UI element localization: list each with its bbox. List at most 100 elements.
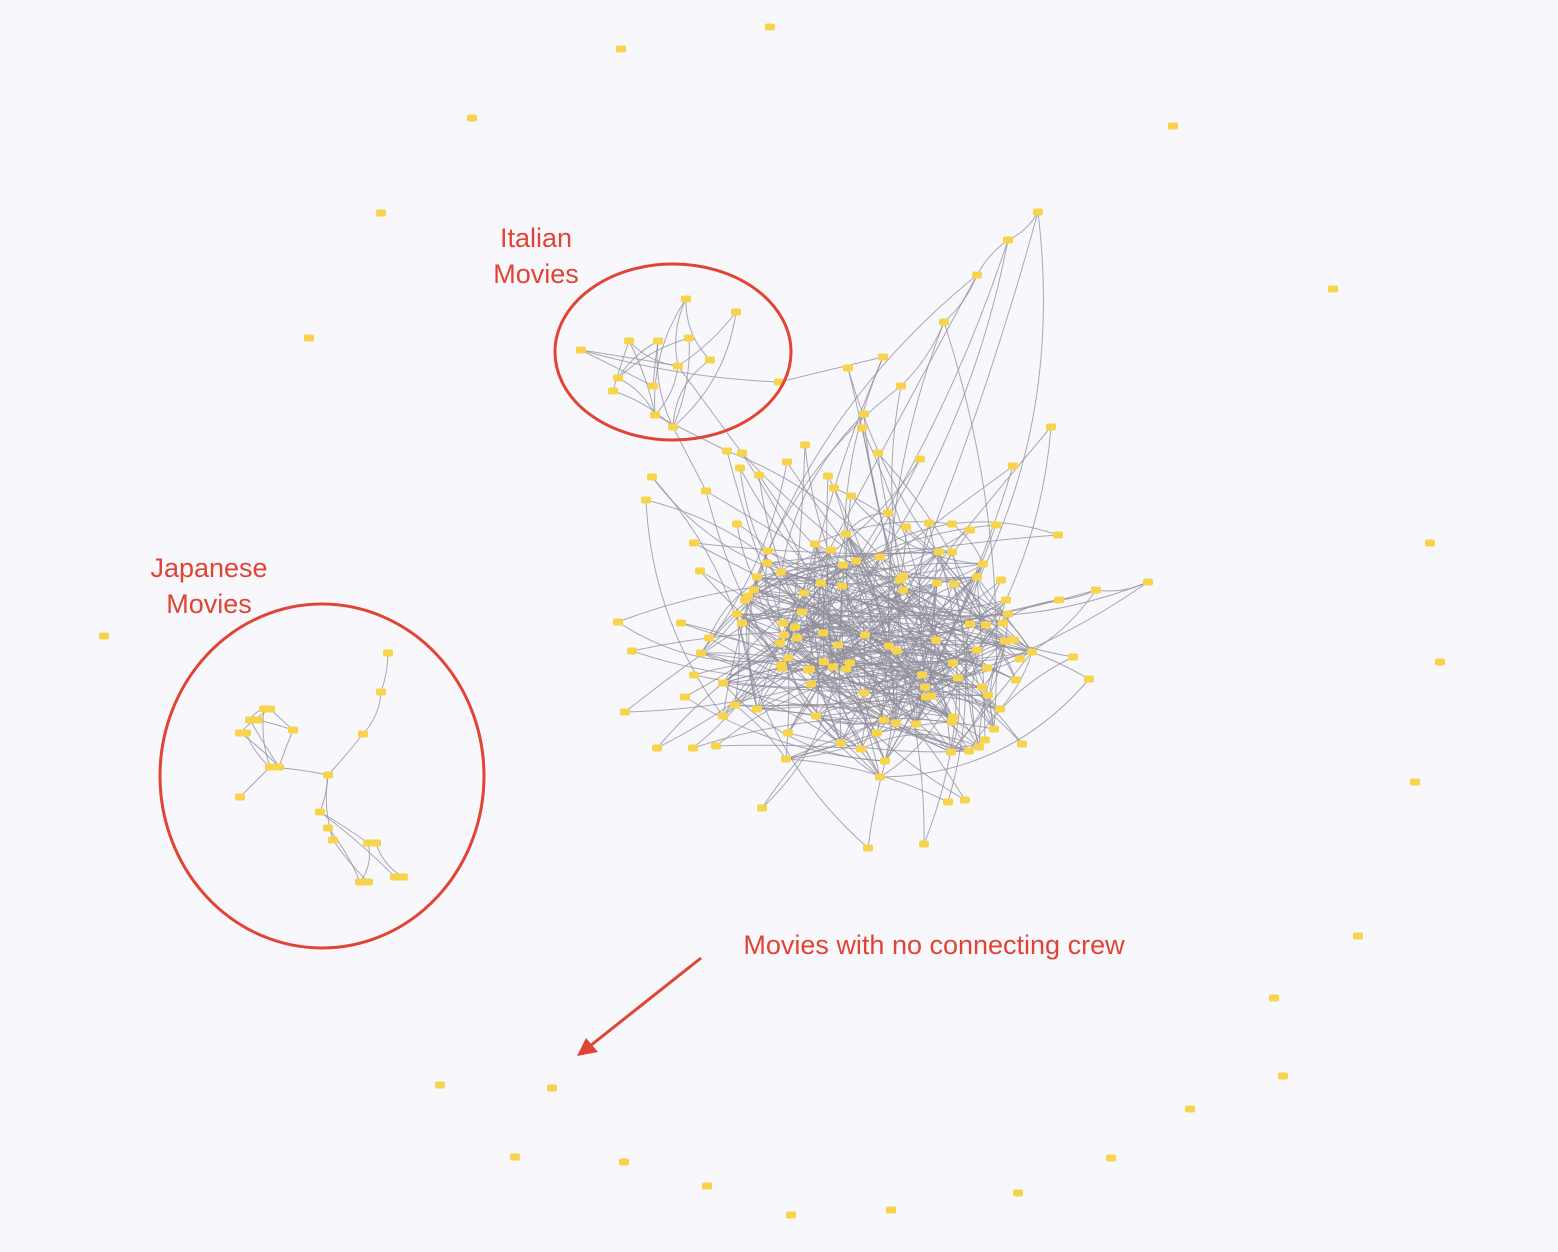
japanese-movie-node[interactable] (363, 878, 373, 886)
isolated-movie-node[interactable] (376, 209, 386, 217)
central-movie-node[interactable] (949, 580, 959, 588)
isolated-movie-node[interactable] (1278, 1072, 1288, 1080)
japanese-movie-node[interactable] (398, 873, 408, 881)
isolated-movie-node[interactable] (1410, 778, 1420, 786)
isolated-movie-node[interactable] (886, 1206, 896, 1214)
central-movie-node[interactable] (647, 473, 657, 481)
central-movie-node[interactable] (892, 647, 902, 655)
central-movie-node[interactable] (752, 705, 762, 713)
isolated-movie-node[interactable] (510, 1153, 520, 1161)
central-movie-node[interactable] (972, 573, 982, 581)
isolated-movie-node[interactable] (99, 632, 109, 640)
central-movie-node[interactable] (898, 572, 908, 580)
central-movie-node[interactable] (1054, 596, 1064, 604)
central-movie-node[interactable] (811, 712, 821, 720)
isolated-movie-node[interactable] (467, 114, 477, 122)
japanese-movie-node[interactable] (376, 688, 386, 696)
japanese-movie-node[interactable] (383, 649, 393, 657)
central-movie-node[interactable] (1053, 531, 1063, 539)
central-movie-node[interactable] (680, 693, 690, 701)
japanese-movie-node[interactable] (371, 839, 381, 847)
central-movie-node[interactable] (1017, 740, 1027, 748)
central-movie-node[interactable] (695, 567, 705, 575)
central-movie-node[interactable] (983, 691, 993, 699)
central-movie-node[interactable] (1009, 636, 1019, 644)
central-movie-node[interactable] (1027, 648, 1037, 656)
central-movie-node[interactable] (948, 659, 958, 667)
isolated-movie-node[interactable] (619, 1158, 629, 1166)
central-movie-node[interactable] (613, 618, 623, 626)
central-movie-node[interactable] (846, 492, 856, 500)
central-movie-node[interactable] (722, 447, 732, 455)
central-movie-node[interactable] (947, 718, 957, 726)
central-movie-node[interactable] (790, 623, 800, 631)
central-movie-node[interactable] (879, 716, 889, 724)
central-movie-node[interactable] (915, 455, 925, 463)
japanese-movie-node[interactable] (265, 705, 275, 713)
central-movie-node[interactable] (977, 683, 987, 691)
central-movie-node[interactable] (689, 539, 699, 547)
central-movie-node[interactable] (816, 579, 826, 587)
central-movie-node[interactable] (652, 744, 662, 752)
central-movie-node[interactable] (841, 530, 851, 538)
central-movie-node[interactable] (931, 636, 941, 644)
central-movie-node[interactable] (991, 521, 1001, 529)
central-movie-node[interactable] (1015, 655, 1025, 663)
central-movie-node[interactable] (863, 844, 873, 852)
japanese-movie-node[interactable] (315, 808, 325, 816)
central-movie-node[interactable] (783, 654, 793, 662)
central-movie-node[interactable] (898, 586, 908, 594)
isolated-movie-node[interactable] (435, 1081, 445, 1089)
central-movie-node[interactable] (737, 449, 747, 457)
central-movie-node[interactable] (781, 755, 791, 763)
central-movie-node[interactable] (989, 725, 999, 733)
central-movie-node[interactable] (995, 705, 1005, 713)
central-movie-node[interactable] (818, 629, 828, 637)
central-movie-node[interactable] (701, 487, 711, 495)
central-movie-node[interactable] (947, 520, 957, 528)
isolated-movie-node[interactable] (304, 334, 314, 342)
japanese-movie-node[interactable] (235, 793, 245, 801)
central-movie-node[interactable] (920, 683, 930, 691)
japanese-movie-node[interactable] (328, 836, 338, 844)
central-movie-node[interactable] (964, 747, 974, 755)
central-movie-node[interactable] (919, 840, 929, 848)
central-movie-node[interactable] (946, 748, 956, 756)
central-movie-node[interactable] (1000, 637, 1010, 645)
italian-movie-node[interactable] (653, 337, 663, 345)
central-movie-node[interactable] (926, 692, 936, 700)
central-movie-node[interactable] (732, 610, 742, 618)
central-movie-node[interactable] (696, 649, 706, 657)
isolated-movie-node[interactable] (1013, 1189, 1023, 1197)
central-movie-node[interactable] (891, 719, 901, 727)
japanese-movie-node[interactable] (355, 878, 365, 886)
japanese-movie-node[interactable] (323, 824, 333, 832)
central-movie-node[interactable] (943, 798, 953, 806)
japanese-movie-node[interactable] (245, 716, 255, 724)
central-movie-node[interactable] (833, 641, 843, 649)
central-movie-node[interactable] (1011, 676, 1021, 684)
central-movie-node[interactable] (819, 658, 829, 666)
japanese-movie-node[interactable] (323, 771, 333, 779)
central-movie-node[interactable] (810, 540, 820, 548)
italian-movie-node[interactable] (650, 411, 660, 419)
central-movie-node[interactable] (960, 796, 970, 804)
central-movie-node[interactable] (845, 659, 855, 667)
central-movie-node[interactable] (749, 586, 759, 594)
central-movie-node[interactable] (800, 441, 810, 449)
italian-movie-node[interactable] (576, 346, 586, 354)
central-movie-node[interactable] (829, 484, 839, 492)
isolated-movie-node[interactable] (1425, 539, 1435, 547)
central-movie-node[interactable] (776, 568, 786, 576)
central-movie-node[interactable] (757, 804, 767, 812)
central-movie-node[interactable] (875, 553, 885, 561)
isolated-movie-node[interactable] (616, 45, 626, 53)
central-movie-node[interactable] (688, 744, 698, 752)
central-movie-node[interactable] (732, 520, 742, 528)
central-movie-node[interactable] (743, 592, 753, 600)
central-movie-node[interactable] (735, 464, 745, 472)
isolated-movie-node[interactable] (786, 1211, 796, 1219)
central-movie-node[interactable] (883, 509, 893, 517)
central-movie-node[interactable] (974, 743, 984, 751)
central-movie-node[interactable] (779, 631, 789, 639)
